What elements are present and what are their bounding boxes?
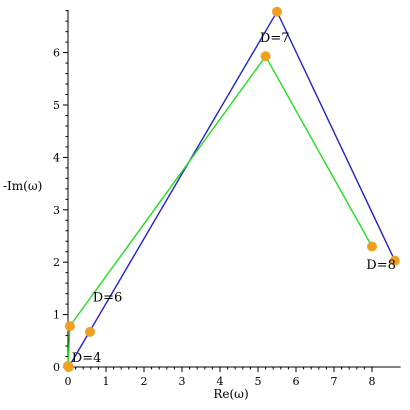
x-tick-label: 5 [255, 375, 262, 388]
data-point [389, 255, 400, 266]
data-point [63, 360, 73, 371]
data-point [85, 326, 96, 337]
x-tick-label: 2 [141, 375, 148, 388]
x-axis-label: Re(ω) [213, 387, 248, 401]
data-point [272, 6, 282, 17]
axes: 0 1 2 3 4 5 6 7 8 0 1 2 3 4 5 6 [53, 10, 401, 388]
annotations: D=4 D=6 D=7 D=8 [72, 31, 396, 366]
x-tick-label: 4 [217, 375, 224, 388]
annotation-label: D=6 [93, 291, 123, 306]
data-point [367, 241, 377, 252]
x-tick-label: 0 [65, 375, 72, 388]
y-tick-label: 1 [53, 309, 60, 322]
series-lines [67, 10, 396, 368]
x-tick-label: 6 [293, 375, 300, 388]
markers [63, 6, 400, 372]
x-tick-label: 3 [179, 375, 186, 388]
y-tick-label: 6 [53, 47, 60, 60]
y-tick-label: 2 [53, 256, 60, 269]
data-point [260, 51, 271, 62]
series-line-1 [68, 10, 396, 368]
annotation-label: D=7 [260, 31, 290, 46]
x-tick-label: 8 [369, 375, 376, 388]
y-tick-label: 3 [53, 204, 60, 217]
annotation-label: D=4 [72, 351, 102, 366]
y-axis-label: -Im(ω) [3, 179, 42, 193]
y-tick-label: 4 [53, 151, 60, 164]
data-point [64, 321, 75, 332]
annotation-label: D=8 [366, 258, 396, 273]
x-tick-label: 7 [331, 375, 338, 388]
x-tick-label: 1 [103, 375, 110, 388]
y-tick-label: 5 [53, 99, 60, 112]
series-line-2 [67, 55, 373, 368]
y-tick-label: 0 [53, 361, 60, 374]
